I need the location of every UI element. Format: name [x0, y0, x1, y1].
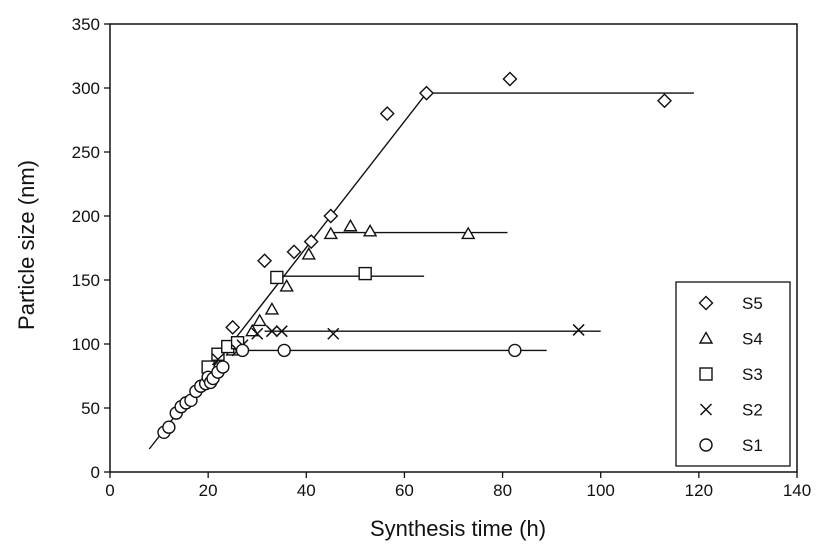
fit-lines [148, 92, 694, 450]
data-point-s4 [362, 223, 378, 237]
x-tick-label: 80 [493, 481, 512, 500]
legend-label-s5: S5 [742, 294, 763, 313]
data-point-s4 [264, 302, 280, 315]
x-tick-label: 40 [297, 481, 316, 500]
data-point-s2 [275, 325, 288, 338]
x-marker-stroke [327, 327, 340, 340]
data-point-s4 [301, 246, 316, 260]
x-axis-title: Synthesis time (h) [370, 516, 546, 541]
data-point-s5 [419, 85, 435, 101]
data-point-s4 [245, 323, 260, 337]
fit-line-s5 [148, 92, 694, 450]
x-marker-stroke [251, 327, 264, 340]
data-point-s4 [279, 278, 294, 292]
y-axis-title: Particle size (nm) [14, 160, 39, 330]
x-tick-label: 100 [587, 481, 615, 500]
data-point-s1 [235, 343, 250, 358]
x-tick-label: 120 [685, 481, 713, 500]
legend-label-s3: S3 [742, 365, 763, 384]
data-point-s5 [286, 244, 302, 260]
data-point-s4 [343, 218, 358, 232]
y-axis: 0 50 100 150 200 250 300 350 [72, 15, 110, 482]
x-tick-label: 20 [199, 481, 218, 500]
data-point-s5 [323, 208, 339, 224]
y-tick-label: 250 [72, 143, 100, 162]
data-point-s2 [251, 327, 264, 340]
x-marker-stroke [265, 325, 278, 338]
series-s1 [157, 343, 522, 440]
data-point-s5 [225, 319, 241, 335]
data-point-s4 [252, 313, 267, 327]
data-point-s5 [379, 106, 395, 122]
x-tick-label: 140 [783, 481, 811, 500]
data-point-s1 [162, 420, 176, 434]
x-marker-stroke [699, 403, 713, 416]
series-s5 [225, 71, 672, 335]
plot-area-border [109, 23, 798, 473]
y-tick-label: 50 [81, 399, 100, 418]
data-point-s5 [657, 93, 672, 109]
legend-label-s1: S1 [742, 436, 763, 455]
data-point-s3 [270, 270, 284, 285]
data-point-s1 [216, 360, 230, 374]
legend-marker-s3 [699, 367, 713, 381]
y-tick-label: 0 [91, 463, 100, 482]
data-point-s1 [508, 343, 522, 358]
legend-box [675, 281, 791, 467]
legend-label-s2: S2 [742, 401, 763, 420]
data-point-s2 [265, 325, 278, 338]
legend-marker-s4 [698, 331, 714, 344]
legend-marker-s5 [698, 295, 714, 311]
legend-label-s4: S4 [742, 330, 763, 349]
data-markers [157, 71, 672, 440]
x-tick-label: 0 [105, 481, 114, 500]
data-point-s4 [461, 226, 476, 240]
legend-marker-s1 [699, 438, 713, 452]
legend: S5 S4 S3 S2 S1 [675, 281, 791, 467]
data-point-s5 [502, 71, 518, 87]
data-point-s2 [572, 323, 585, 336]
y-tick-label: 200 [72, 207, 100, 226]
plot-frame [109, 23, 798, 473]
data-point-s4 [323, 226, 339, 240]
x-marker-stroke [572, 323, 585, 336]
series-s4 [225, 218, 476, 356]
data-point-s3 [358, 266, 372, 281]
series-s2 [211, 323, 585, 366]
data-point-s5 [257, 253, 273, 269]
x-marker-stroke [275, 325, 288, 338]
x-marker-stroke [211, 353, 224, 366]
data-point-s5 [303, 234, 319, 250]
x-tick-label: 60 [395, 481, 414, 500]
x-axis: 0 20 40 60 80 100 120 140 [105, 472, 811, 500]
y-tick-label: 100 [72, 335, 100, 354]
data-point-s1 [277, 343, 291, 358]
y-tick-label: 350 [72, 15, 100, 34]
y-tick-label: 300 [72, 79, 100, 98]
data-point-s2 [327, 327, 340, 340]
y-tick-label: 150 [72, 271, 100, 290]
legend-marker-s2 [699, 403, 713, 416]
